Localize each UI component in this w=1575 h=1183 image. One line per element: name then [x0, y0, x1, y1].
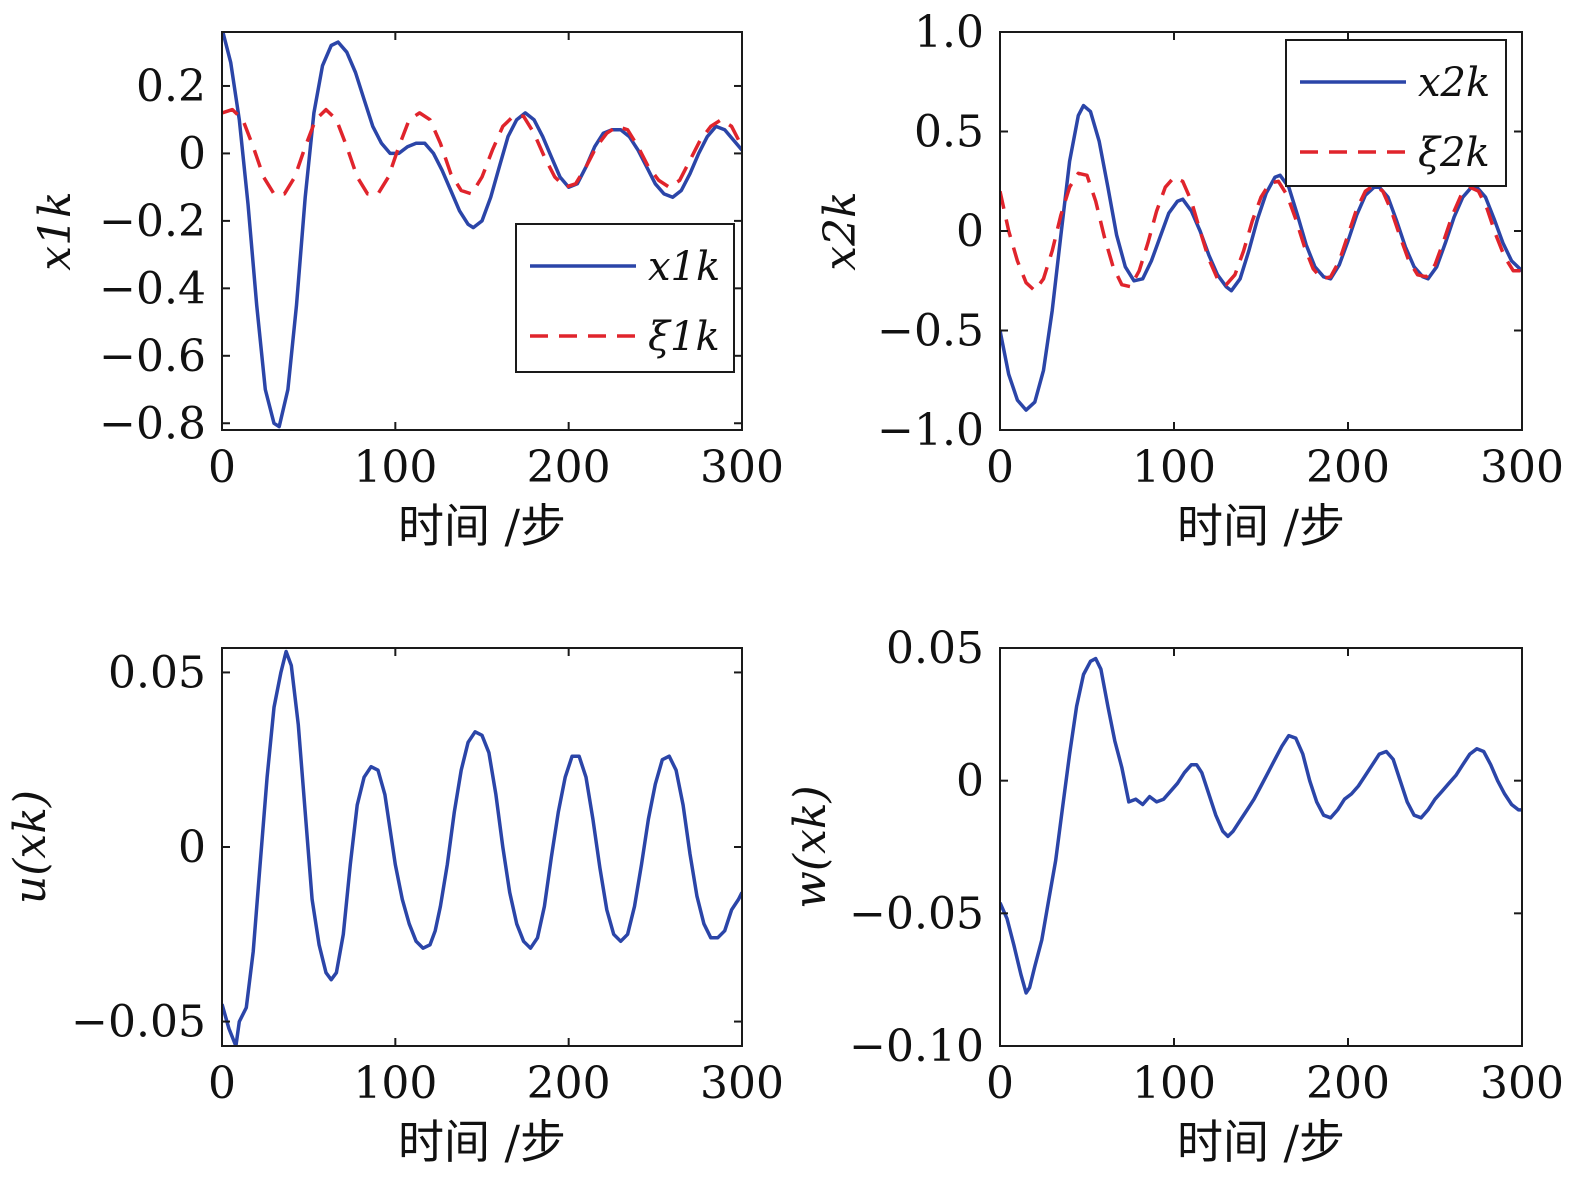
series-line-solid	[1000, 103, 1522, 412]
x-tick-label: 100	[1132, 442, 1216, 493]
x-axis-label: 时间 /步	[398, 1115, 566, 1169]
y-tick-label: −0.10	[849, 1021, 984, 1072]
legend-label: ξ1k	[648, 314, 720, 360]
y-tick-label: 0	[178, 128, 206, 179]
x-tick-label: 100	[353, 442, 437, 493]
x-tick-label: 200	[1306, 1058, 1390, 1109]
series-line-dashed	[222, 107, 742, 196]
x-tick-label: 0	[208, 1058, 236, 1109]
x-tick-label: 0	[986, 1058, 1014, 1109]
x-tick-label: 100	[1132, 1058, 1216, 1109]
x-tick-label: 100	[353, 1058, 437, 1109]
x-tick-label: 300	[1480, 442, 1564, 493]
x-tick-label: 300	[1480, 1058, 1564, 1109]
x-tick-label: 300	[700, 442, 784, 493]
y-tick-label: 0.05	[108, 647, 206, 698]
y-tick-label: 1.0	[914, 7, 984, 58]
x-axis-label: 时间 /步	[1177, 499, 1345, 553]
x-tick-label: 200	[1306, 442, 1390, 493]
legend-box	[515, 223, 735, 373]
series-line-solid	[222, 649, 742, 1046]
y-tick-label: 0	[956, 206, 984, 257]
y-tick-label: −0.2	[99, 196, 206, 247]
y-tick-label: 0.05	[886, 623, 984, 674]
x-tick-label: 200	[527, 442, 611, 493]
chart-panel-4: 0 100 200 300 0.05 0 −0.05 −0.10 时间 /步 w(xk)	[785, 623, 1564, 1169]
axes-frame	[221, 31, 743, 431]
series-line-dashed	[1000, 171, 1522, 293]
y-tick-label: −0.05	[71, 997, 206, 1048]
y-tick-label: 0.2	[136, 61, 206, 112]
y-axis-label: x2k	[815, 191, 866, 270]
y-axis-label: w(xk)	[785, 785, 836, 908]
y-tick-label: −0.8	[99, 398, 206, 449]
legend: x2k ξ2k	[1285, 39, 1507, 187]
y-axis-label: x1k	[30, 191, 81, 270]
legend-label: ξ2k	[1418, 130, 1490, 176]
y-tick-label: −0.6	[99, 331, 206, 382]
y-tick-label: 0	[956, 756, 984, 807]
chart-panel-2: 0 100 200 300 1.0 0.5 0 −0.5 −1.0 时间 /步 x2k x2k ξ2k	[815, 7, 1564, 553]
x-tick-label: 300	[700, 1058, 784, 1109]
x-tick-label: 0	[986, 442, 1014, 493]
x-axis-label: 时间 /步	[398, 499, 566, 553]
axes-frame	[999, 647, 1523, 1047]
x-tick-label: 0	[208, 442, 236, 493]
y-tick-label: −1.0	[877, 405, 984, 456]
axes-frame	[221, 647, 743, 1047]
y-tick-label: 0	[178, 822, 206, 873]
legend-label: x1k	[648, 244, 720, 290]
x-axis-label: 时间 /步	[1177, 1115, 1345, 1169]
y-axis-label: u(xk)	[5, 790, 56, 904]
legend: x1k ξ1k	[515, 223, 735, 373]
x-tick-label: 200	[527, 1058, 611, 1109]
legend-box	[1285, 39, 1507, 187]
y-tick-label: −0.4	[99, 263, 206, 314]
series-line-solid	[1000, 656, 1522, 995]
legend-label: x2k	[1418, 60, 1490, 106]
y-tick-label: −0.5	[877, 306, 984, 357]
y-tick-label: −0.05	[849, 888, 984, 939]
series-line-solid	[222, 32, 742, 429]
y-tick-label: 0.5	[914, 107, 984, 158]
